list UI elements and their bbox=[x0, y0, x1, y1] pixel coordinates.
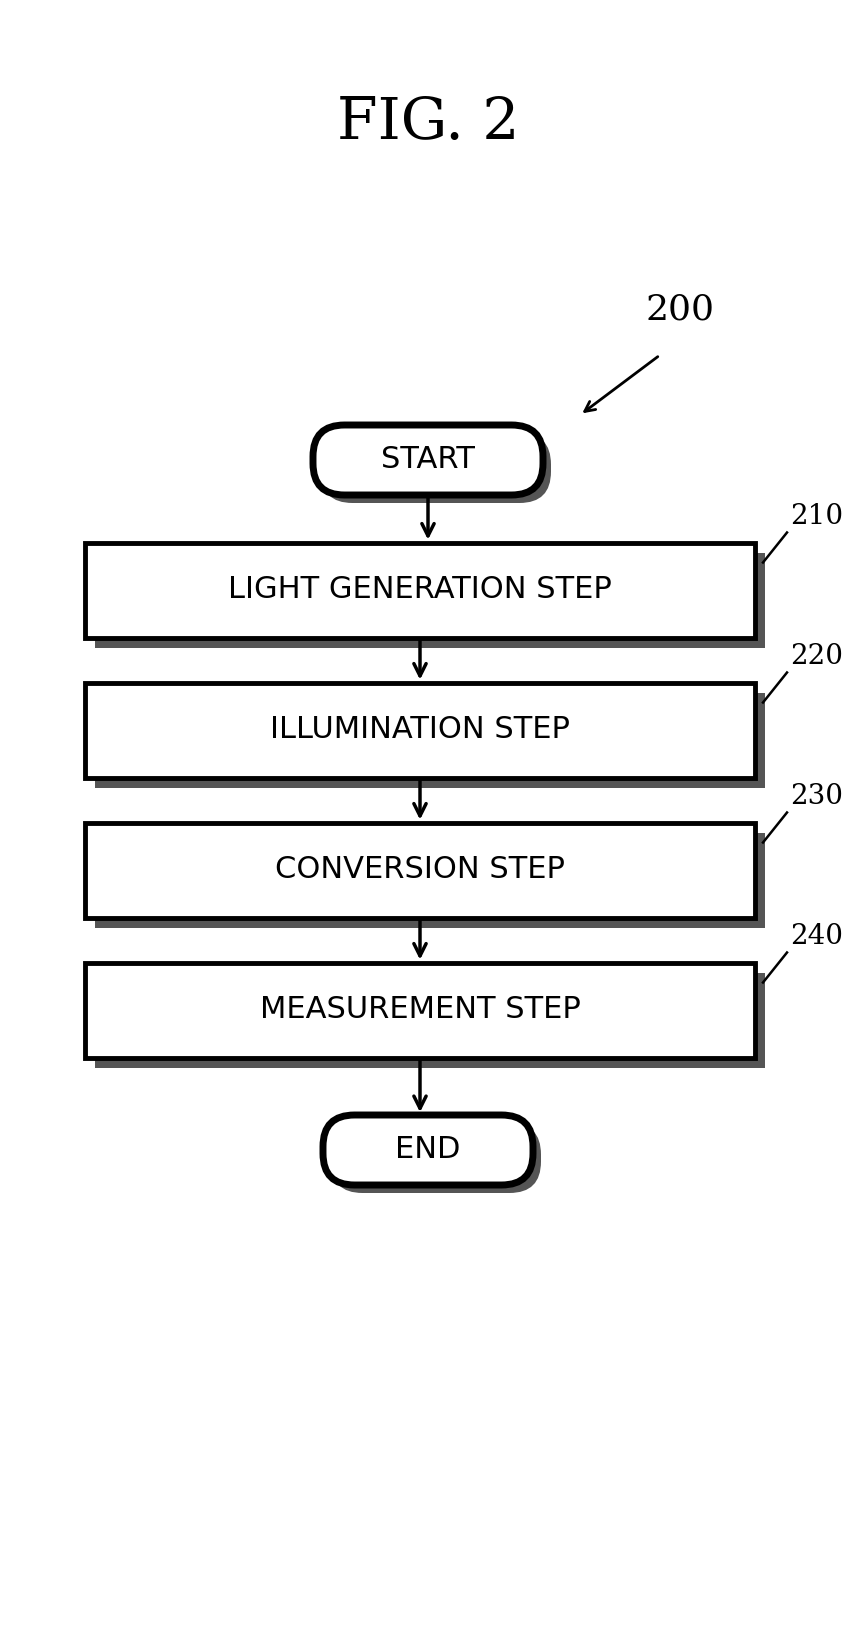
FancyBboxPatch shape bbox=[95, 692, 765, 787]
Text: 210: 210 bbox=[790, 504, 843, 530]
FancyBboxPatch shape bbox=[95, 972, 765, 1068]
Text: 200: 200 bbox=[645, 293, 715, 327]
Text: END: END bbox=[395, 1135, 461, 1165]
FancyBboxPatch shape bbox=[95, 553, 765, 648]
Text: 240: 240 bbox=[790, 923, 843, 951]
FancyBboxPatch shape bbox=[331, 1122, 541, 1193]
FancyBboxPatch shape bbox=[95, 833, 765, 928]
Text: 230: 230 bbox=[790, 784, 843, 810]
FancyBboxPatch shape bbox=[85, 823, 755, 918]
Text: CONVERSION STEP: CONVERSION STEP bbox=[275, 856, 565, 885]
Text: MEASUREMENT STEP: MEASUREMENT STEP bbox=[260, 995, 580, 1024]
FancyBboxPatch shape bbox=[321, 434, 551, 502]
FancyBboxPatch shape bbox=[323, 1116, 533, 1184]
FancyBboxPatch shape bbox=[85, 962, 755, 1057]
FancyBboxPatch shape bbox=[85, 682, 755, 777]
Text: ILLUMINATION STEP: ILLUMINATION STEP bbox=[270, 715, 570, 744]
Text: START: START bbox=[381, 445, 475, 474]
Text: 220: 220 bbox=[790, 643, 843, 671]
Text: FIG. 2: FIG. 2 bbox=[337, 95, 519, 151]
Text: LIGHT GENERATION STEP: LIGHT GENERATION STEP bbox=[228, 576, 612, 604]
FancyBboxPatch shape bbox=[313, 425, 543, 496]
FancyBboxPatch shape bbox=[85, 543, 755, 638]
